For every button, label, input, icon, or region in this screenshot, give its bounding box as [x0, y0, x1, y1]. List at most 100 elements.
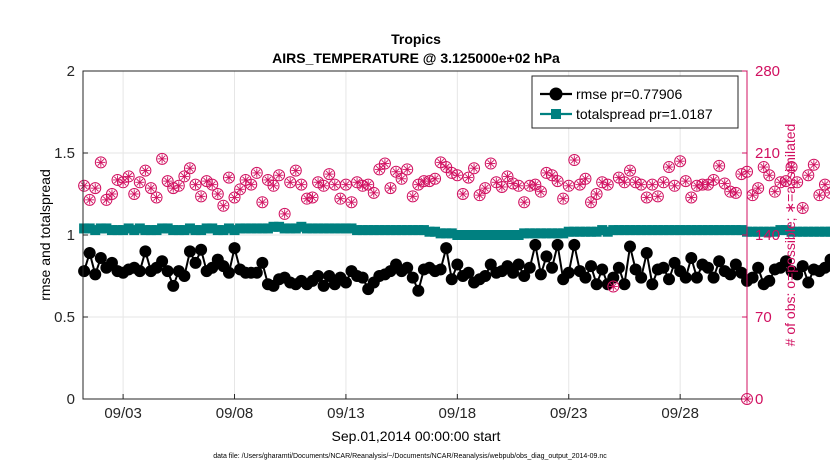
- rmse-point: [579, 271, 592, 284]
- obs-point: [824, 186, 830, 199]
- totalspread-point: [569, 226, 580, 237]
- obs-point: [94, 156, 107, 169]
- obs-point: [133, 176, 146, 189]
- obs-point: [217, 199, 230, 212]
- totalspread-point: [240, 223, 251, 234]
- totalspread-point: [580, 226, 591, 237]
- totalspread-point: [753, 226, 764, 237]
- totalspread-point: [190, 225, 201, 236]
- y-axis-label: rmse and totalspread: [37, 169, 53, 301]
- totalspread-point: [630, 225, 641, 236]
- totalspread-point: [675, 225, 686, 236]
- obs-point: [713, 159, 726, 172]
- rmse-series: [78, 238, 830, 297]
- obs-point: [451, 169, 464, 182]
- totalspread-point: [379, 225, 390, 236]
- rmse-point: [356, 271, 369, 284]
- obs-point: [156, 152, 169, 165]
- totalspread-point: [262, 223, 273, 234]
- obs-point: [206, 178, 219, 191]
- obs-point: [557, 192, 570, 205]
- obs-point: [456, 188, 469, 200]
- rmse-point: [562, 266, 575, 279]
- y-right-axis-label: # of obs: o=possible; ∗=assimilated: [782, 124, 798, 347]
- rmse-point: [796, 260, 809, 273]
- chart-title: Tropics: [391, 31, 441, 47]
- totalspread-point: [402, 225, 413, 236]
- totalspread-point: [296, 221, 307, 232]
- rmse-point: [818, 261, 830, 274]
- totalspread-point: [385, 225, 396, 236]
- totalspread-point: [597, 225, 608, 236]
- rmse-point: [339, 276, 352, 289]
- x-tick-label: 09/08: [216, 405, 254, 422]
- y-tick-label: 2: [67, 63, 75, 80]
- rmse-point: [161, 265, 174, 278]
- obs-point: [746, 189, 759, 202]
- totalspread-point: [335, 223, 346, 234]
- rmse-point: [434, 263, 447, 276]
- totalspread-point: [329, 223, 340, 234]
- totalspread-point: [374, 225, 385, 236]
- obs-point: [306, 191, 319, 204]
- totalspread-point: [313, 223, 324, 234]
- legend-box: [531, 75, 739, 129]
- rmse-point: [94, 251, 107, 264]
- rmse-point: [585, 260, 598, 273]
- totalspread-point: [201, 223, 212, 234]
- totalspread-point: [218, 225, 229, 236]
- obs-point: [345, 196, 358, 209]
- obs-point: [183, 162, 196, 175]
- rmse-point: [250, 266, 263, 279]
- obs-point: [317, 179, 330, 192]
- obs-point: [579, 172, 592, 185]
- totalspread-point: [79, 223, 90, 234]
- totalspread-point: [769, 226, 780, 237]
- rmse-point: [178, 270, 191, 282]
- obs-point: [590, 188, 603, 200]
- obs-point: [278, 207, 291, 220]
- obs-point: [273, 169, 286, 182]
- rmse-point: [462, 266, 475, 279]
- legend: rmse pr=0.77906 totalspread pr=1.0187: [531, 75, 739, 129]
- totalspread-point: [691, 225, 702, 236]
- rmse-point: [523, 261, 536, 274]
- totalspread-point: [797, 226, 808, 237]
- totalspread-point: [457, 230, 468, 240]
- totalspread-point: [530, 228, 541, 239]
- y-right-tick-label: 280: [755, 63, 780, 80]
- rmse-point: [540, 250, 553, 263]
- obs-point: [729, 186, 742, 199]
- obs-point: [144, 182, 157, 195]
- totalspread-point: [469, 230, 480, 240]
- totalspread-point: [652, 225, 663, 236]
- rmse-point: [167, 279, 180, 292]
- obs-point: [128, 188, 141, 200]
- rmse-point: [640, 247, 653, 260]
- obs-point: [289, 164, 302, 177]
- rmse-point: [596, 263, 609, 276]
- obs-point: [707, 173, 720, 186]
- totalspread-point: [764, 226, 775, 237]
- totalspread-point: [574, 226, 585, 237]
- obs-point: [234, 183, 247, 196]
- rmse-point: [607, 271, 620, 284]
- totalspread-point: [285, 223, 296, 234]
- obs-point: [796, 202, 809, 215]
- rmse-point: [546, 261, 559, 274]
- totalspread-point: [780, 225, 791, 236]
- obs-point: [122, 170, 135, 183]
- totalspread-point: [502, 230, 513, 240]
- rmse-point: [89, 268, 102, 281]
- obs-point: [473, 189, 486, 202]
- x-tick-label: 09/03: [104, 405, 142, 422]
- rmse-point: [618, 278, 631, 291]
- obs-point: [384, 182, 397, 195]
- y-tick-label: 1: [67, 227, 75, 244]
- totalspread-point: [162, 223, 173, 234]
- obs-point: [657, 176, 670, 189]
- totalspread-point: [508, 230, 519, 240]
- totalspread-point: [274, 221, 285, 232]
- totalspread-point: [641, 225, 652, 236]
- totalspread-point: [391, 225, 402, 236]
